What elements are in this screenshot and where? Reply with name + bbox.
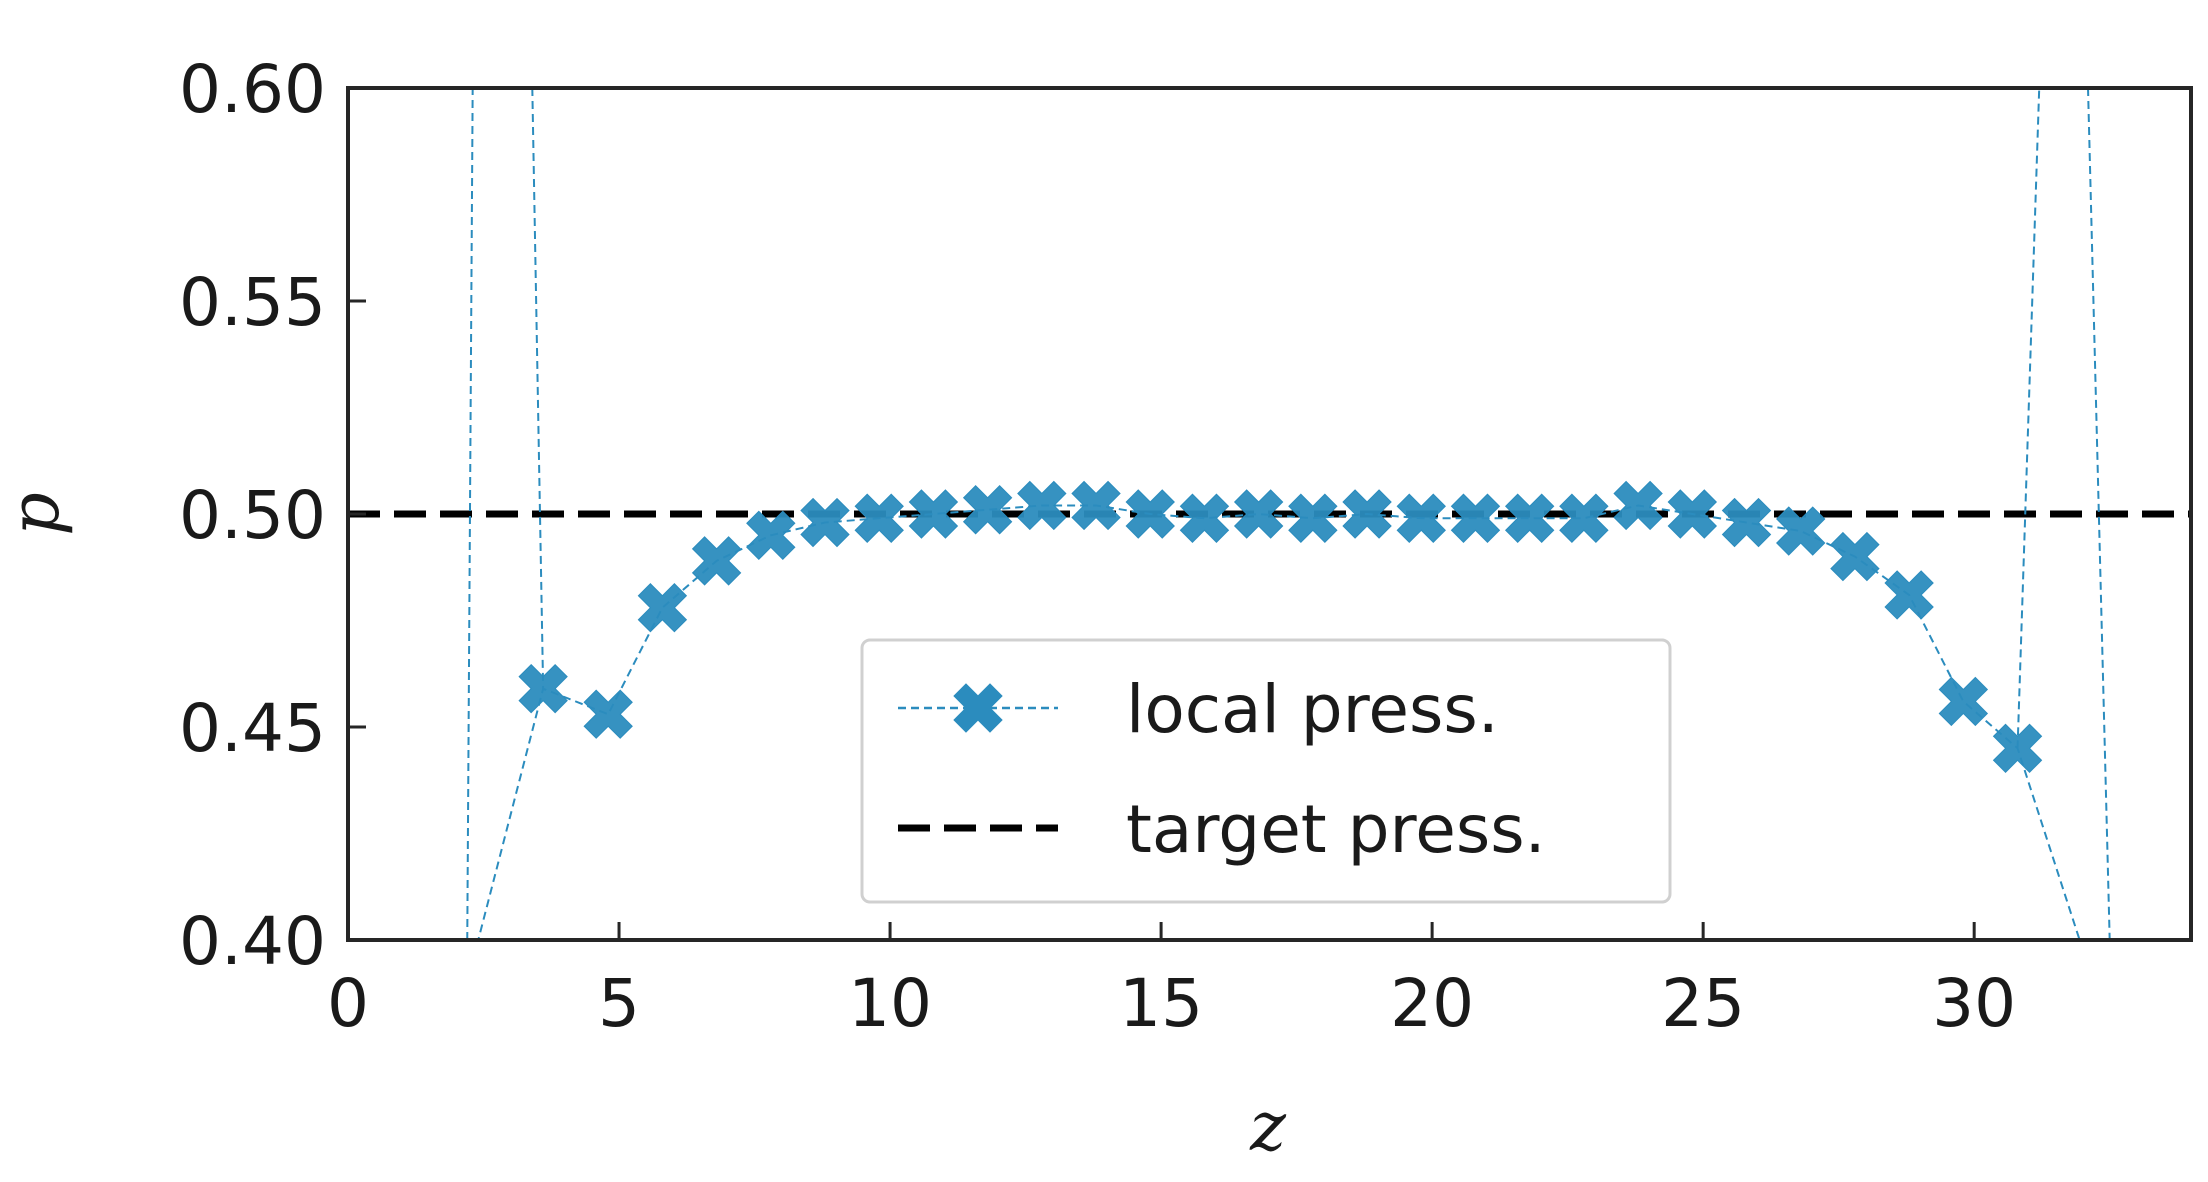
local-press-point xyxy=(1288,493,1338,543)
x-tick-label: 25 xyxy=(1661,965,1745,1042)
y-tick-label: 0.55 xyxy=(179,264,326,341)
local-press-point xyxy=(1233,489,1284,539)
local-press-point xyxy=(1830,531,1880,582)
local-press-point xyxy=(1504,493,1555,543)
local-press-point xyxy=(1938,676,1989,727)
y-tick-label: 0.60 xyxy=(179,51,326,128)
x-tick-label: 5 xyxy=(598,965,640,1042)
local-press-point xyxy=(854,493,904,543)
local-press-point xyxy=(637,583,688,633)
local-press-point xyxy=(1396,493,1446,543)
local-press-point xyxy=(800,497,850,548)
local-press-point xyxy=(518,663,568,714)
x-tick-label: 20 xyxy=(1390,965,1474,1042)
x-tick-label: 0 xyxy=(327,965,369,1042)
local-press-point xyxy=(962,485,1013,535)
local-press-point xyxy=(583,689,633,739)
local-press-point xyxy=(1992,723,2043,774)
local-press-point xyxy=(1667,489,1718,539)
local-press-point xyxy=(1776,506,1826,556)
local-press-point xyxy=(1884,570,1934,620)
local-press-edge-line xyxy=(531,88,545,689)
local-press-point xyxy=(691,536,742,586)
local-press-point xyxy=(746,510,796,561)
y-axis-label: p xyxy=(0,492,75,536)
y-tick-label: 0.50 xyxy=(179,477,326,554)
x-tick-label: 10 xyxy=(848,965,932,1042)
x-axis-label: z xyxy=(1249,1088,1287,1167)
local-press-point xyxy=(1721,497,1772,548)
local-press-point xyxy=(1342,489,1392,539)
x-tick-label: 15 xyxy=(1119,965,1203,1042)
local-press-point xyxy=(1071,480,1121,531)
y-tick-label: 0.40 xyxy=(179,903,326,980)
local-press-edge-line xyxy=(2016,88,2041,749)
legend-target-press-label: target press. xyxy=(1126,791,1546,868)
local-press-point xyxy=(1017,480,1067,531)
local-press-point xyxy=(1179,493,1230,543)
axis-ticks: 0 5 10 15 20 25 30 0.40 0.45 0.50 0.55 0.60 xyxy=(179,51,2016,1042)
legend-local-press-marker xyxy=(953,683,1003,733)
local-press-point xyxy=(908,489,959,539)
y-tick-label: 0.45 xyxy=(179,690,326,767)
local-press-point xyxy=(1125,489,1175,539)
legend-box xyxy=(860,638,1672,904)
local-press-point xyxy=(1450,493,1501,543)
legend: local press. target press. xyxy=(860,638,1672,904)
x-tick-label: 30 xyxy=(1932,965,2016,1042)
legend-local-press-label: local press. xyxy=(1126,671,1499,748)
local-press-point xyxy=(1559,493,1609,543)
local-press-point xyxy=(1613,480,1663,531)
plot-area xyxy=(348,88,2191,940)
